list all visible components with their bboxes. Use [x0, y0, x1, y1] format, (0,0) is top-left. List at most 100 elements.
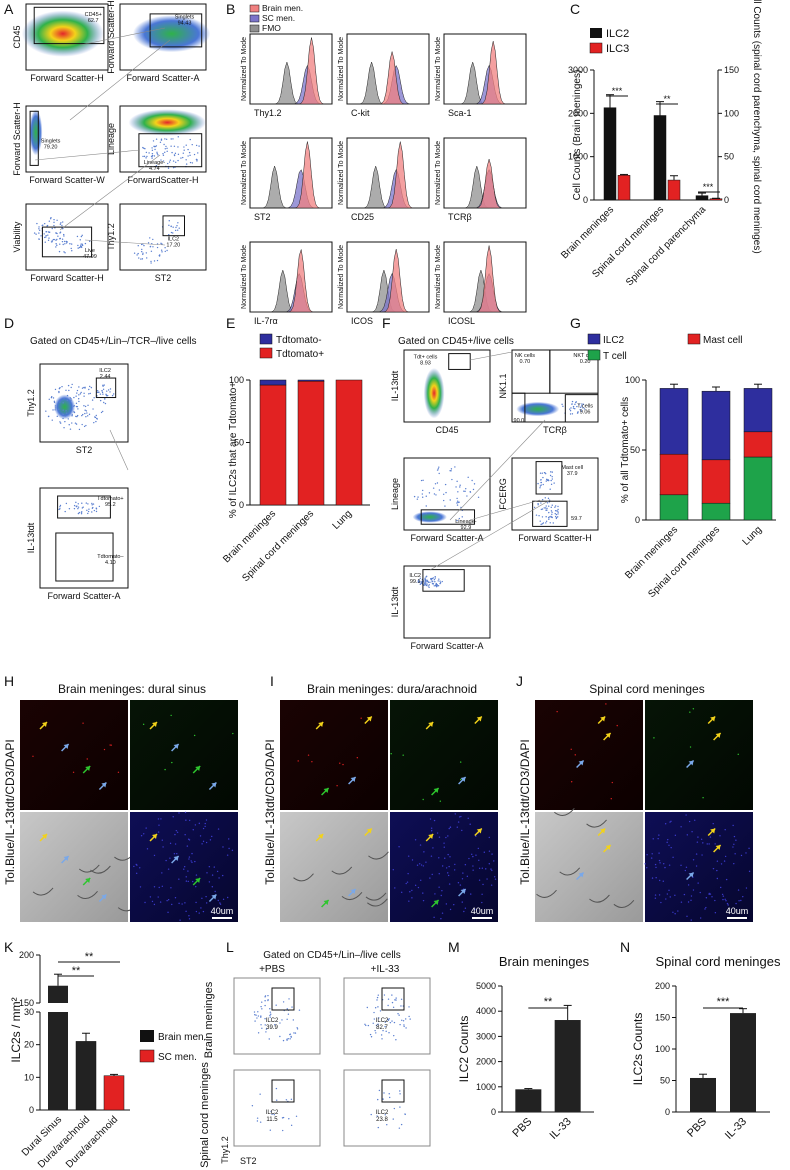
y-tick-label: 100	[655, 1044, 670, 1054]
panel-letter: N	[620, 939, 630, 955]
histogram-marker-label: ST2	[254, 212, 271, 222]
flow-x-label: ForwardScatter-H	[127, 175, 198, 185]
y-tick-label: 0	[635, 515, 640, 525]
panel-letter: C	[570, 1, 580, 17]
arrow-head	[85, 878, 91, 883]
arrow-head	[173, 744, 179, 749]
micro-tile	[645, 812, 753, 922]
gate-value: 17.20	[166, 242, 180, 248]
fmo-histogram	[347, 165, 429, 209]
legend-swatch	[249, 14, 260, 23]
brain-histogram	[250, 249, 332, 313]
gate-value: 9.06	[580, 410, 591, 416]
k-bar	[75, 1041, 97, 1111]
arrow-head	[63, 744, 69, 749]
y-tick-label: 100	[625, 375, 640, 385]
histogram-y-label: Normalized To Mode	[338, 141, 345, 205]
bar-y-label: ILC2s Counts	[631, 1013, 645, 1086]
histogram-y-label: Normalized To Mode	[338, 37, 345, 101]
sc-histogram	[250, 272, 332, 313]
brain-histogram	[250, 37, 332, 105]
gate-name: Tdtomato–	[97, 554, 124, 560]
legend-label: Mast cell	[703, 335, 742, 346]
flow-gate	[95, 377, 117, 399]
flow-plot-frame	[403, 565, 491, 639]
flow-x-label: Forward Scatter-H	[518, 533, 592, 543]
gate-name: ILC2	[266, 1018, 279, 1024]
flow-events	[50, 234, 91, 254]
flow-density	[516, 401, 560, 417]
arrow-head	[195, 878, 201, 883]
flow-y-label: Thy1.2	[106, 223, 116, 251]
y2-tick-label: 0	[724, 195, 729, 205]
arrow-head	[211, 782, 217, 788]
l-x-label: ST2	[240, 1156, 257, 1166]
gate-value: 2.44	[100, 374, 111, 380]
legend-label: Tdtomato-	[276, 335, 322, 346]
panel-letter: B	[226, 1, 235, 17]
gate-connector	[469, 499, 541, 521]
flow-events	[161, 220, 180, 236]
gate-name: Lineage-	[144, 160, 166, 166]
arrow-head	[578, 760, 584, 766]
flow-events	[33, 217, 65, 243]
tdtomato-neg-bar	[259, 379, 287, 386]
gate-value: 37.9	[567, 471, 578, 477]
y2-tick-label: 100	[724, 108, 739, 118]
legend-label: Brain men.	[158, 1032, 206, 1043]
panel-letter: A	[4, 1, 14, 17]
f-title: Gated on CD45+/live cells	[398, 336, 514, 347]
brain-histogram	[444, 245, 526, 313]
fmo-histogram	[250, 269, 332, 313]
count-bar	[554, 1020, 581, 1112]
histogram-marker-label: C-kit	[351, 108, 370, 118]
legend-swatch	[590, 28, 602, 38]
flow-gate	[448, 353, 471, 370]
l-flow-frame	[233, 977, 321, 1055]
micro-stain-label: Tol.Blue/IL-13tdt/CD3/DAPI	[263, 739, 277, 884]
tdtomato-pos-bar	[259, 384, 287, 506]
flow-events	[142, 136, 200, 169]
panel-letter: H	[4, 673, 14, 689]
histogram-marker-label: TCRβ	[448, 212, 472, 222]
flow-events	[370, 1089, 406, 1129]
fmo-histogram	[250, 165, 332, 209]
flow-y-label: Forward Scatter-H	[106, 0, 116, 74]
panel-letter: K	[4, 939, 14, 955]
y-tick-label: 0	[29, 1105, 34, 1115]
flow-events	[96, 384, 115, 400]
arrow-head	[433, 900, 439, 905]
bar-category-label: IL-33	[723, 1116, 749, 1142]
y-tick-label: 20	[24, 1040, 34, 1050]
arrow-head	[211, 894, 217, 900]
flow-y-label: Lineage	[106, 123, 116, 155]
y-tick-label: 0	[491, 1107, 496, 1117]
histogram-frame	[346, 137, 430, 209]
k-y-label: ILC2s / mm²	[9, 997, 23, 1062]
bar-category-label: PBS	[510, 1116, 534, 1140]
flow-gate	[422, 569, 465, 592]
flow-gate	[549, 349, 599, 394]
bar-y-label: ILC2 Counts	[457, 1016, 471, 1083]
l-column-label: +PBS	[259, 964, 285, 975]
tissue-fiber	[536, 889, 557, 898]
y-tick-label: 5000	[476, 981, 496, 991]
legend-swatch	[687, 333, 701, 345]
flow-gate	[532, 500, 568, 527]
bar-category-label: IL-33	[548, 1116, 574, 1142]
legend-label: Tdtomato+	[276, 349, 324, 360]
scale-bar-label: 40um	[211, 906, 234, 916]
arrow-head	[366, 828, 372, 834]
legend-label: ILC2	[606, 28, 629, 40]
arrow-head	[323, 788, 329, 793]
flow-x-label: CD45	[435, 425, 458, 435]
sc-histogram	[347, 272, 429, 313]
arrow-head	[318, 722, 324, 727]
dapi-nuclei	[133, 811, 234, 921]
flow-events	[133, 237, 168, 264]
count-bar	[730, 1013, 756, 1112]
tdtomato-pos-bar	[335, 379, 363, 506]
y-tick-label: 30	[24, 1007, 34, 1017]
sig-marker: ***	[612, 86, 623, 96]
tissue-fiber	[554, 807, 575, 816]
